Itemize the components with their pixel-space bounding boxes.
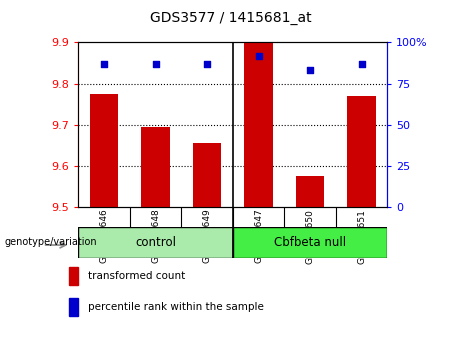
Text: transformed count: transformed count <box>88 271 185 281</box>
Point <box>152 61 160 67</box>
Text: GSM453648: GSM453648 <box>151 209 160 263</box>
Point <box>358 61 365 67</box>
Bar <box>347 96 376 207</box>
Bar <box>296 176 324 207</box>
Bar <box>90 94 118 207</box>
Text: GSM453651: GSM453651 <box>357 209 366 263</box>
Text: Cbfbeta null: Cbfbeta null <box>274 236 346 249</box>
Text: GSM453647: GSM453647 <box>254 209 263 263</box>
Point <box>255 53 262 58</box>
Text: control: control <box>135 236 176 249</box>
Point <box>100 61 108 67</box>
Bar <box>69 298 77 316</box>
Text: genotype/variation: genotype/variation <box>5 238 97 247</box>
Text: GDS3577 / 1415681_at: GDS3577 / 1415681_at <box>150 11 311 25</box>
FancyBboxPatch shape <box>78 227 233 258</box>
FancyBboxPatch shape <box>233 227 387 258</box>
Bar <box>193 143 221 207</box>
Text: GSM453649: GSM453649 <box>202 209 212 263</box>
Text: percentile rank within the sample: percentile rank within the sample <box>88 302 263 312</box>
Point <box>306 68 313 73</box>
Bar <box>69 267 77 285</box>
Point <box>203 61 211 67</box>
Text: GSM453650: GSM453650 <box>306 209 314 263</box>
Bar <box>244 42 273 207</box>
Bar <box>142 127 170 207</box>
Text: GSM453646: GSM453646 <box>100 209 109 263</box>
